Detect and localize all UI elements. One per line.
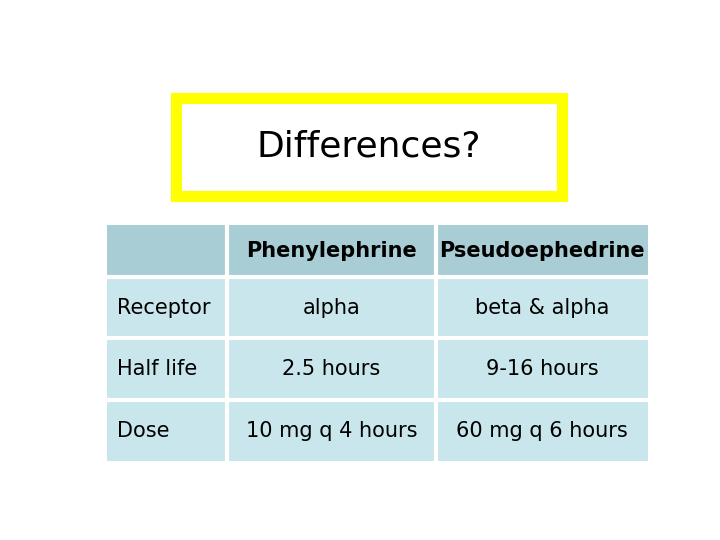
Text: 60 mg q 6 hours: 60 mg q 6 hours [456, 421, 628, 441]
Text: 10 mg q 4 hours: 10 mg q 4 hours [246, 421, 417, 441]
Text: Dose: Dose [117, 421, 169, 441]
Bar [107, 339, 648, 400]
Text: Receptor: Receptor [117, 298, 210, 318]
Text: alpha: alpha [302, 298, 360, 318]
Text: beta & alpha: beta & alpha [474, 298, 609, 318]
Text: Half life: Half life [117, 359, 197, 379]
Bar [107, 277, 648, 339]
Bar [107, 225, 648, 277]
Text: 9-16 hours: 9-16 hours [486, 359, 598, 379]
Text: Phenylephrine: Phenylephrine [246, 241, 417, 261]
Text: Differences?: Differences? [257, 130, 481, 164]
Text: Pseudoephedrine: Pseudoephedrine [439, 241, 645, 261]
FancyBboxPatch shape [176, 98, 562, 196]
Text: 2.5 hours: 2.5 hours [282, 359, 380, 379]
Bar [107, 400, 648, 462]
